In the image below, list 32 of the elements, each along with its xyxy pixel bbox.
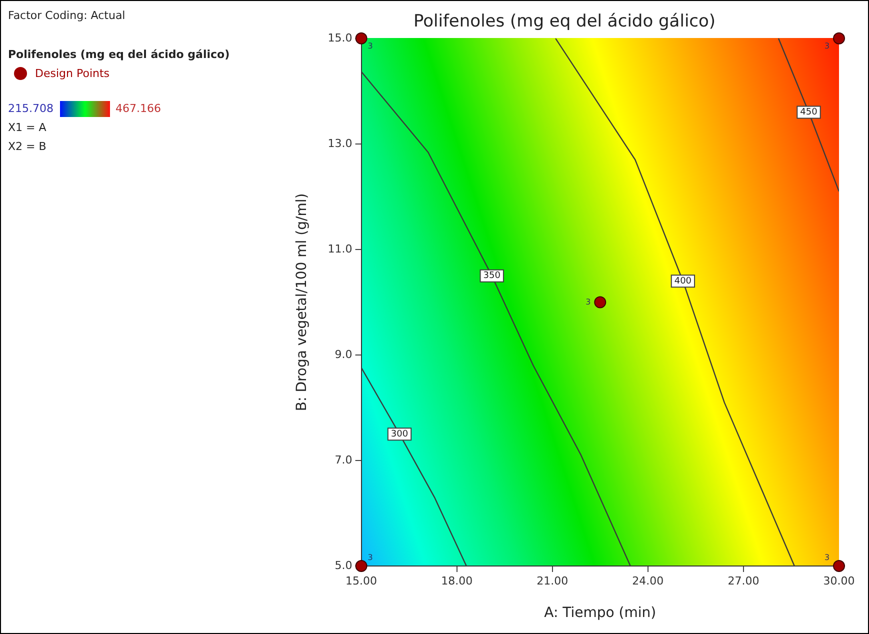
x-tick-label: 18.00: [441, 574, 473, 588]
legend-label: Design Points: [35, 66, 110, 82]
annotation: 3: [586, 297, 591, 306]
y-tick-label: 9.0: [334, 348, 352, 361]
x-tick-label: 27.00: [728, 574, 760, 588]
text: 467.166: [116, 101, 161, 117]
text: 215.708: [8, 101, 54, 117]
legend-title: Polifenoles (mg eq del ácido gálico): [8, 47, 231, 63]
x-tick-label: 24.00: [632, 574, 664, 588]
x-tick-label: 21.00: [536, 574, 568, 588]
y-axis-title: B: Droga vegetal/100 ml (g/ml): [294, 193, 310, 412]
point: [355, 32, 368, 44]
x-tick-label: 15.00: [346, 574, 378, 588]
text: Factor Coding: Actual: [8, 8, 126, 24]
annotation: 3: [824, 553, 830, 562]
x-tick-label: 30.00: [823, 574, 855, 588]
point: [833, 32, 845, 44]
y-tick-label: 5.0: [334, 558, 352, 572]
annotation: 3: [368, 41, 373, 50]
x-axis-title: A: Tiempo (min): [544, 605, 656, 622]
chart-title: Polifenoles (mg eq del ácido gálico): [413, 12, 716, 32]
text: X2 = B: [8, 139, 48, 155]
point: [833, 560, 845, 572]
y-tick-label: 11.0: [328, 242, 352, 256]
point: [594, 296, 606, 308]
y-tick-label: 15.0: [328, 31, 352, 44]
text: X1 = A: [8, 120, 48, 136]
annotation: 3: [368, 553, 373, 562]
y-tick-label: 7.0: [334, 453, 352, 466]
annotation: 3: [824, 41, 830, 50]
y-tick-label: 13.0: [328, 136, 352, 150]
point: [355, 560, 368, 572]
